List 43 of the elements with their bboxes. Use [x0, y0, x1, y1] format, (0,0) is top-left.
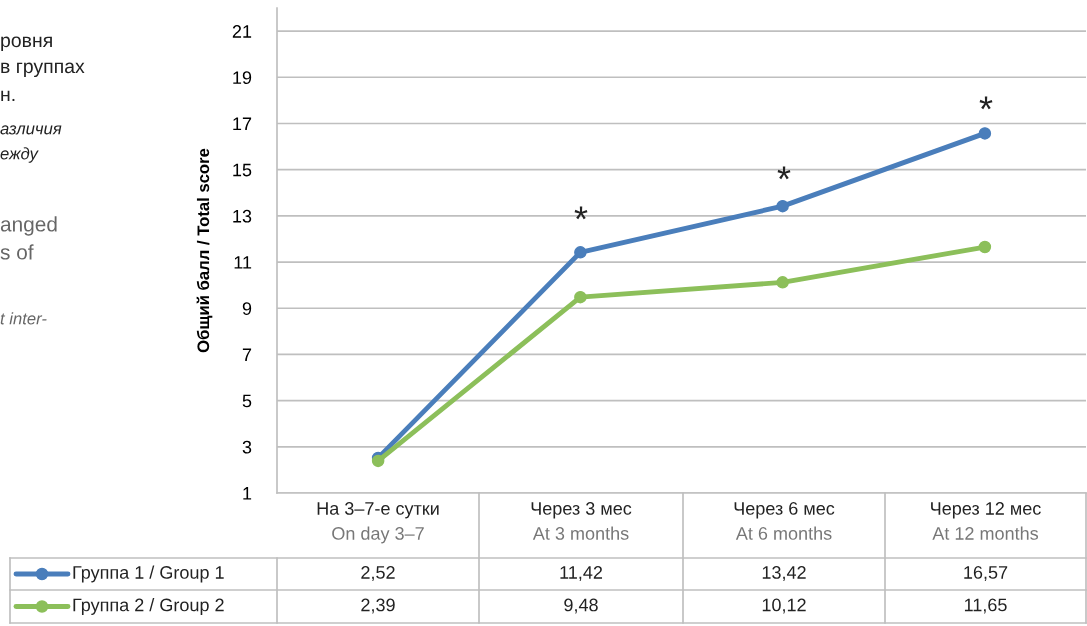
point: [574, 246, 587, 259]
text: t inter-: [0, 312, 47, 325]
y-tick-label: 1: [243, 487, 252, 500]
data-label: 13,42: [762, 566, 806, 581]
y-tick-label: 5: [242, 394, 252, 408]
annotation: *: [979, 96, 993, 110]
text: в группах: [1, 62, 85, 78]
legend-label: Группа 2 / Group 2: [73, 598, 224, 615]
y-tick-label: 3: [242, 440, 252, 454]
text: ежду: [0, 147, 39, 163]
y-tick-label: 7: [242, 348, 252, 361]
point: [776, 199, 789, 213]
point: [978, 240, 992, 254]
y-tick-label: 17: [233, 117, 252, 131]
x-tick-label: Через 12 мес At 12 months: [931, 502, 1041, 540]
annotation: *: [777, 166, 791, 180]
text: anged: [0, 216, 57, 236]
point: [978, 127, 992, 140]
point: [574, 290, 587, 304]
text: s of: [0, 244, 34, 260]
data-label: 11,65: [964, 598, 1007, 614]
y-tick-label: 13: [233, 209, 252, 223]
data-label: 2,52: [361, 566, 395, 581]
y-tick-label: 21: [232, 25, 252, 38]
data-label: 2,39: [361, 598, 395, 614]
text: азличия: [0, 125, 62, 135]
data-label: 9,48: [564, 598, 598, 614]
data-label: 16,57: [964, 566, 1008, 581]
y-tick-label: 9: [242, 302, 252, 315]
annotation: *: [574, 206, 588, 220]
data-label: 11,42: [560, 566, 603, 581]
data-label: 10,12: [762, 598, 806, 614]
x-tick-label: Через 6 мес At 6 months: [734, 502, 835, 540]
legend-label: Группа 1 / Group 1: [73, 565, 224, 583]
x-tick-label: Через 3 мес At 3 months: [531, 502, 632, 540]
text: н.: [1, 90, 15, 102]
y-tick-label: 15: [233, 163, 252, 177]
y-axis-title: Общий балл / Total score: [196, 148, 213, 353]
y-tick-label: 11: [234, 256, 252, 269]
y-tick-label: 19: [233, 71, 252, 85]
text: ровня: [1, 36, 52, 52]
point: [776, 276, 789, 289]
x-tick-label: На 3–7-е сутки On day 3–7: [317, 502, 439, 544]
